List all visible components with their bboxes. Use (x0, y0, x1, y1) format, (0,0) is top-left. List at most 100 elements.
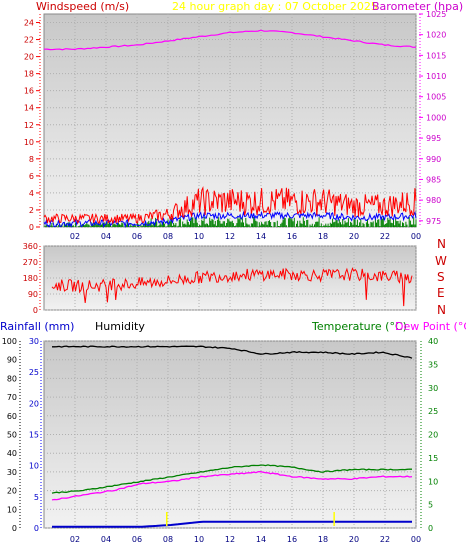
baro-axis-tick-label: 980 (426, 196, 441, 205)
baro-axis-tick-label: 995 (426, 134, 441, 143)
direction-axis-tick-label: 180 (23, 274, 38, 283)
humidity-axis-tick-label: 80 (7, 374, 17, 383)
humidity-axis-tick-label: 50 (7, 431, 17, 440)
humidity-axis-tick-label: 40 (7, 449, 17, 458)
baro-axis-tick-label: 1020 (426, 31, 446, 40)
humidity-label: Humidity (95, 320, 145, 333)
time-axis-tick-label: 02 (70, 535, 80, 544)
time-axis-tick-label: 14 (256, 232, 266, 241)
temperature-series-line (51, 464, 413, 494)
wind-axis-tick-label: 4 (29, 189, 34, 198)
rain-axis-tick-label: 20 (29, 399, 39, 408)
time-axis-tick-label: 00 (411, 535, 421, 544)
humidity-axis-tick-label: 70 (7, 393, 17, 402)
wind-axis-tick-label: 18 (24, 70, 34, 79)
wind-axis-tick-label: 20 (24, 53, 34, 62)
time-axis-tick-label: 04 (101, 232, 111, 241)
time-axis-tick-label: 00 (411, 232, 421, 241)
rainfall-series-line (52, 520, 412, 528)
time-axis-tick-label: 12 (225, 232, 235, 241)
wind-axis-tick-label: 2 (29, 206, 34, 215)
humidity-axis-tick-label: 100 (2, 337, 17, 346)
wind-average-series-line (43, 210, 417, 229)
barometer-series-line (43, 29, 417, 51)
rain-axis-tick-label: 25 (29, 368, 39, 377)
dew-label: Dew Point (°C) (395, 320, 466, 333)
wind-axis-tick-label: 14 (24, 104, 34, 113)
wind-axis-tick-label: 0 (29, 223, 34, 232)
time-axis-tick-label: 20 (349, 535, 359, 544)
humidity-series-line (52, 345, 413, 359)
humidity-axis-tick-label: 10 (7, 505, 17, 514)
time-axis-tick-label: 14 (256, 535, 266, 544)
compass-n-top: N (437, 237, 446, 251)
time-axis-tick-label: 06 (132, 232, 142, 241)
time-axis-tick-label: 08 (163, 232, 173, 241)
temp-axis-tick-label: 20 (428, 431, 438, 440)
rain-label: Rainfall (mm) (0, 320, 74, 333)
rain-axis-tick-label: 5 (34, 493, 39, 502)
wind-direction-series-line (51, 267, 413, 307)
baro-axis-tick-label: 1025 (426, 10, 446, 19)
time-axis-tick-label: 04 (101, 535, 111, 544)
humidity-axis-tick-label: 0 (12, 524, 17, 533)
compass-w: W (435, 254, 447, 268)
humidity-axis-tick-label: 20 (7, 487, 17, 496)
humidity-axis-tick-label: 60 (7, 412, 17, 421)
temp-axis-tick-label: 30 (428, 384, 438, 393)
time-axis-tick-label: 10 (194, 535, 204, 544)
time-axis-tick-label: 16 (287, 535, 297, 544)
baro-axis-tick-label: 1010 (426, 72, 446, 81)
compass-e: E (437, 286, 445, 300)
time-axis-tick-label: 20 (349, 232, 359, 241)
time-axis-tick-label: 10 (194, 232, 204, 241)
time-axis-tick-label: 06 (132, 535, 142, 544)
compass-n-bottom: N (437, 303, 446, 317)
temp-label: Temperature (°C) (311, 320, 407, 333)
time-axis-tick-label: 22 (380, 232, 390, 241)
baro-axis-tick-label: 1015 (426, 51, 446, 60)
rain-axis-tick-label: 0 (34, 524, 39, 533)
wind-axis-tick-label: 8 (29, 155, 34, 164)
dew-point-series-line (51, 471, 413, 501)
graph-title: 24 hour graph day : 07 October 2025 (172, 0, 378, 13)
baro-axis-tick-label: 990 (426, 155, 441, 164)
direction-axis-tick-label: 270 (23, 258, 38, 267)
baro-axis-tick-label: 985 (426, 175, 441, 184)
time-axis-tick-label: 18 (318, 232, 328, 241)
temp-axis-tick-label: 5 (428, 501, 433, 510)
windspeed-series-line (43, 185, 417, 225)
wind-axis-tick-label: 24 (24, 19, 34, 28)
direction-axis-tick-label: 360 (23, 242, 38, 251)
time-axis-tick-label: 22 (380, 535, 390, 544)
wind-axis-tick-label: 10 (24, 138, 34, 147)
rain-axis-tick-label: 30 (29, 337, 39, 346)
rain-axis-tick-label: 10 (29, 462, 39, 471)
time-axis-tick-label: 12 (225, 535, 235, 544)
baro-label: Barometer (hpa) (372, 0, 463, 13)
time-axis-tick-label: 02 (70, 232, 80, 241)
time-axis-tick-label: 08 (163, 535, 173, 544)
temp-axis-tick-label: 0 (428, 524, 433, 533)
wind-label: Windspeed (m/s) (36, 0, 129, 13)
time-axis-tick-label: 16 (287, 232, 297, 241)
wind-axis-tick-label: 12 (24, 121, 34, 130)
direction-axis-tick-label: 90 (28, 290, 38, 299)
temp-axis-tick-label: 25 (428, 407, 438, 416)
compass-s: S (437, 270, 445, 284)
baro-axis-tick-label: 1000 (426, 113, 446, 122)
wind-axis-tick-label: 16 (24, 87, 34, 96)
rain-axis-tick-label: 15 (29, 431, 39, 440)
temp-axis-tick-label: 15 (428, 454, 438, 463)
baro-axis-tick-label: 975 (426, 217, 441, 226)
humidity-axis-tick-label: 30 (7, 468, 17, 477)
wind-axis-tick-label: 22 (24, 36, 34, 45)
temp-axis-tick-label: 40 (428, 337, 438, 346)
temp-axis-tick-label: 10 (428, 477, 438, 486)
baro-axis-tick-label: 1005 (426, 93, 446, 102)
wind-axis-tick-label: 6 (29, 172, 34, 181)
humidity-axis-tick-label: 90 (7, 356, 17, 365)
direction-axis-tick-label: 0 (33, 306, 38, 315)
